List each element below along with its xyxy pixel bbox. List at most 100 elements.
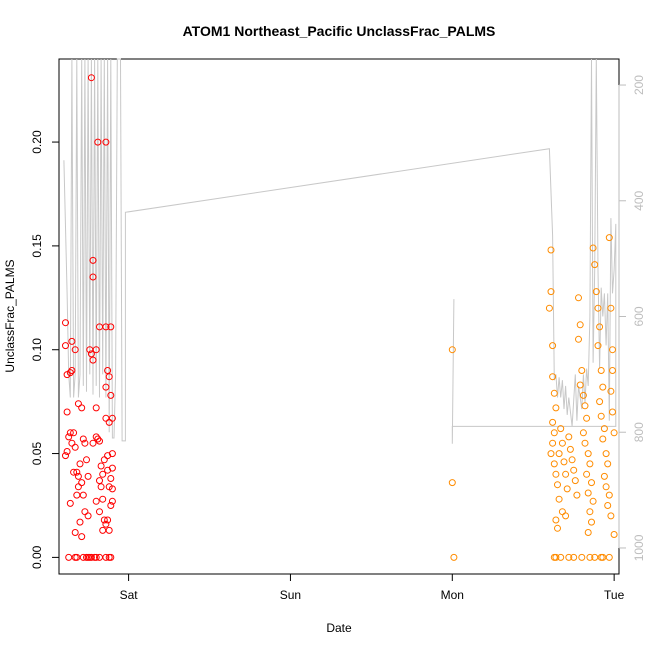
x-tick-label: Mon [441, 588, 464, 602]
data-point-series-1 [99, 495, 107, 503]
data-point-series-2 [557, 553, 565, 561]
data-point-series-2 [563, 485, 571, 493]
secondary-line-layer [63, 58, 617, 444]
data-point-series-2 [604, 502, 612, 509]
data-point-series-1 [74, 472, 82, 480]
data-point-series-2 [450, 553, 458, 561]
data-point-series-2 [584, 489, 592, 497]
data-point-series-1 [66, 429, 74, 437]
data-point-series-2 [604, 460, 612, 468]
data-point-series-2 [573, 491, 581, 499]
data-point-series-1 [83, 456, 90, 464]
data-point-series-1 [66, 369, 74, 377]
data-point-series-2 [579, 391, 587, 399]
data-point-series-1 [89, 273, 97, 281]
data-point-series-2 [547, 288, 555, 296]
y2-tick-label: 600 [632, 306, 646, 326]
data-point-series-1 [94, 138, 102, 146]
data-point-series-1 [107, 502, 115, 509]
data-point-series-2 [448, 479, 456, 487]
data-point-series-2 [554, 524, 561, 532]
data-point-series-1 [96, 508, 103, 516]
data-point-series-2 [557, 425, 565, 433]
plot-frame [58, 58, 620, 575]
data-point-series-2 [552, 470, 560, 478]
data-point-series-1 [62, 452, 69, 460]
data-point-series-2 [550, 460, 558, 468]
data-point-series-1 [84, 472, 92, 480]
data-point-series-2 [560, 458, 568, 466]
data-point-series-2 [584, 529, 592, 536]
y2-tick-label: 800 [632, 422, 646, 442]
data-point-series-1 [68, 367, 76, 374]
data-point-series-2 [558, 439, 566, 447]
data-point-series-2 [448, 346, 456, 354]
data-point-series-2 [576, 381, 584, 389]
y-tick-label: 0.15 [30, 234, 44, 258]
data-point-series-1 [66, 499, 74, 507]
data-point-series-2 [605, 491, 613, 499]
data-point-series-1 [102, 138, 110, 146]
data-point-series-1 [105, 526, 113, 534]
data-point-series-1 [76, 518, 84, 526]
data-point-series-2 [597, 367, 605, 374]
data-point-series-1 [92, 497, 100, 505]
data-point-series-1 [89, 356, 97, 364]
data-point-series-2 [545, 304, 553, 312]
data-point-series-1 [62, 342, 69, 350]
data-point-series-1 [102, 553, 110, 561]
data-point-series-1 [102, 414, 110, 422]
data-point-series-2 [607, 304, 615, 312]
data-point-series-1 [71, 346, 79, 354]
y2-tick-label: 1000 [632, 534, 646, 561]
data-point-series-1 [71, 443, 79, 451]
data-point-series-1 [105, 373, 113, 381]
data-point-series-1 [108, 497, 116, 505]
data-point-series-2 [550, 429, 558, 437]
data-point-series-2 [586, 553, 594, 561]
y2-tick-label: 400 [632, 190, 646, 210]
data-point-series-1 [107, 391, 115, 399]
points-layer [62, 74, 618, 561]
data-point-series-1 [100, 456, 108, 464]
y-tick-label: 0.20 [30, 130, 44, 154]
data-point-series-2 [602, 483, 610, 491]
data-point-series-1 [92, 553, 100, 561]
data-point-series-1 [78, 533, 86, 541]
data-point-series-1 [76, 460, 84, 468]
data-point-series-2 [581, 439, 589, 447]
data-point-series-2 [549, 342, 557, 350]
data-point-series-1 [108, 450, 116, 458]
data-point-series-1 [73, 468, 81, 476]
data-point-series-2 [566, 445, 574, 453]
data-point-series-1 [100, 516, 108, 524]
data-point-series-1 [97, 462, 105, 470]
data-point-series-1 [74, 483, 82, 491]
data-point-series-1 [102, 323, 110, 331]
data-point-series-2 [581, 402, 589, 410]
data-point-series-2 [605, 553, 613, 561]
y-tick-label: 0.00 [30, 545, 44, 569]
y-tick-label: 0.10 [30, 338, 44, 362]
data-point-series-1 [104, 516, 112, 524]
data-point-series-1 [84, 512, 92, 520]
data-point-series-2 [583, 470, 591, 478]
data-point-series-2 [592, 288, 600, 296]
data-point-series-2 [547, 246, 555, 254]
data-point-series-1 [107, 475, 115, 482]
data-point-series-2 [596, 398, 604, 406]
data-point-series-2 [575, 294, 582, 302]
data-point-series-2 [558, 508, 566, 516]
data-point-series-2 [575, 335, 582, 343]
data-point-series-1 [104, 367, 112, 374]
data-point-series-1 [87, 74, 95, 82]
data-point-series-2 [555, 450, 563, 458]
data-point-series-1 [94, 435, 102, 443]
data-point-series-2 [600, 472, 608, 480]
data-point-series-1 [74, 400, 82, 408]
data-point-series-1 [87, 553, 95, 561]
data-point-series-2 [547, 450, 555, 458]
data-point-series-2 [589, 497, 597, 505]
data-point-series-2 [589, 244, 597, 252]
data-point-series-1 [99, 470, 107, 478]
